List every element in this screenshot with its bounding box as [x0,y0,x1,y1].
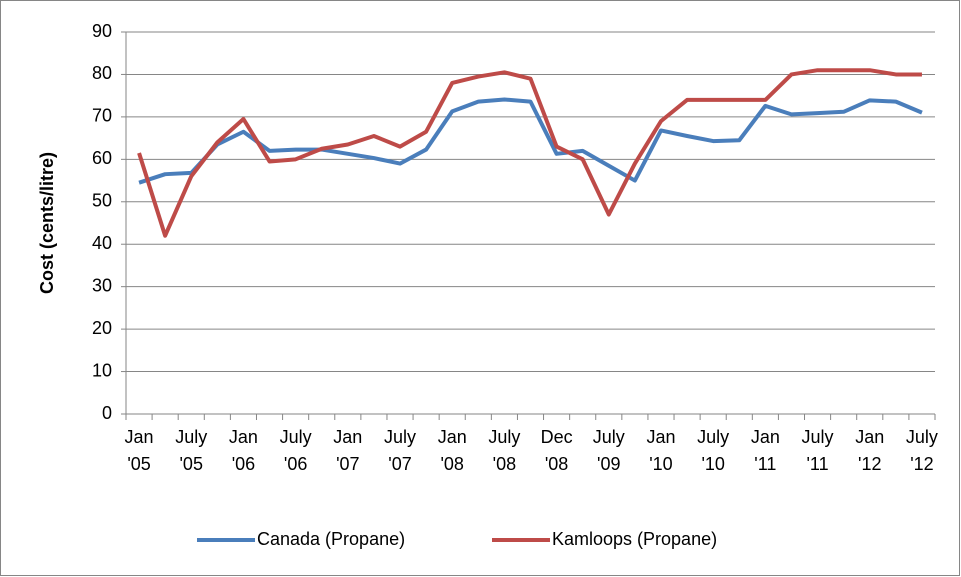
x-tick-label: Jan '11 [750,427,780,474]
y-tick-label: 50 [92,191,112,211]
x-tick-label: Jan '12 [855,427,885,474]
y-tick-label: 10 [92,360,112,380]
series-line [138,97,923,185]
legend-label: Canada (Propane) [257,529,405,549]
y-tick-label: 0 [102,403,112,423]
x-tick-label: July '07 [384,427,417,474]
y-tick-label: 20 [92,318,112,338]
legend-label: Kamloops (Propane) [552,529,717,549]
x-tick-label: Dec '08 [540,427,573,474]
y-tick-label: 90 [92,21,112,41]
x-tick-label: July '08 [488,427,521,474]
x-tick-label: Jan '05 [124,427,154,474]
y-tick-label: 40 [92,233,112,253]
x-tick-label: Jan '07 [333,427,363,474]
x-tick-label: July '11 [801,427,834,474]
y-axis-title: Cost (cents/litre) [37,152,57,294]
x-tick-label: July '06 [279,427,312,474]
x-tick-label: July '05 [175,427,208,474]
x-tick-label: Jan '10 [646,427,676,474]
y-tick-label: 80 [92,63,112,83]
x-tick-label: Jan '06 [228,427,258,474]
y-tick-label: 30 [92,275,112,295]
x-tick-label: July '12 [905,427,938,474]
y-tick-label: 70 [92,106,112,126]
x-tick-label: July '10 [697,427,730,474]
series-line [137,68,922,238]
y-tick-label: 60 [92,148,112,168]
x-tick-label: July '09 [592,427,625,474]
x-tick-label: Jan '08 [437,427,467,474]
